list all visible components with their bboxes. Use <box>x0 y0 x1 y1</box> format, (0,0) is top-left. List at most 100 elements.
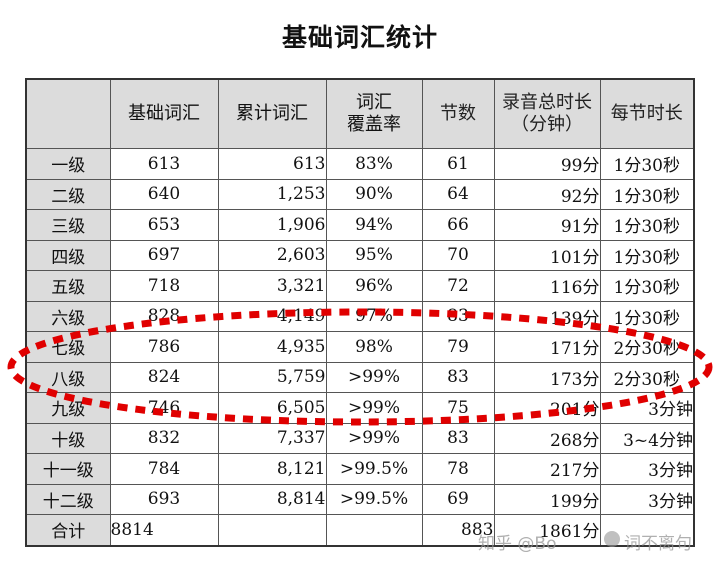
table-row: 十级 832 7,337 >99% 83 268分 3~4分钟 <box>25 422 695 454</box>
cumulative-cell: 4,935 <box>217 331 327 363</box>
table-row: 四级 697 2,603 95% 70 101分 1分30秒 <box>25 239 695 271</box>
cumulative-cell: 8,121 <box>217 453 327 485</box>
cumulative-cell: 3,321 <box>217 270 327 302</box>
cumulative-cell: 6,505 <box>217 392 327 424</box>
base-cell: 640 <box>109 178 219 210</box>
sections-cell: 61 <box>421 148 495 180</box>
level-cell: 四级 <box>25 239 111 271</box>
duration-cell: 99分 <box>493 148 601 180</box>
coverage-cell: >99% <box>325 361 423 393</box>
level-cell: 十级 <box>25 422 111 454</box>
cumulative-cell: 7,337 <box>217 422 327 454</box>
header-base-vocab: 基础词汇 <box>109 78 219 149</box>
header-corner <box>25 78 111 149</box>
duration-cell: 268分 <box>493 422 601 454</box>
header-row: 基础词汇 累计词汇 词汇 覆盖率 节数 录音总时长 （分钟） 每节时长 <box>25 78 695 149</box>
coverage-cell: >99.5% <box>325 483 423 515</box>
level-cell: 一级 <box>25 148 111 180</box>
header-cumulative-vocab: 累计词汇 <box>217 78 327 149</box>
base-cell: 832 <box>109 422 219 454</box>
coverage-cell: >99% <box>325 422 423 454</box>
total-row: 合计 8814 883 1861分 <box>25 514 695 546</box>
cumulative-cell: 613 <box>217 148 327 180</box>
coverage-cell: 97% <box>325 300 423 332</box>
level-cell: 六级 <box>25 300 111 332</box>
base-cell: 693 <box>109 483 219 515</box>
per-section-cell: 2分30秒 <box>599 331 695 363</box>
level-cell: 八级 <box>25 361 111 393</box>
sections-cell: 83 <box>421 361 495 393</box>
header-sections: 节数 <box>421 78 495 149</box>
sections-cell: 66 <box>421 209 495 241</box>
header-per-section: 每节时长 <box>599 78 695 149</box>
table-row: 三级 653 1,906 94% 66 91分 1分30秒 <box>25 209 695 241</box>
level-cell: 十二级 <box>25 483 111 515</box>
per-section-cell: 3分钟 <box>599 483 695 515</box>
table-row: 九级 746 6,505 >99% 75 201分 3分钟 <box>25 392 695 424</box>
sections-cell: 70 <box>421 239 495 271</box>
table-row: 十一级 784 8,121 >99.5% 78 217分 3分钟 <box>25 453 695 485</box>
table-row: 一级 613 613 83% 61 99分 1分30秒 <box>25 148 695 180</box>
per-section-cell: 3分钟 <box>599 453 695 485</box>
coverage-cell <box>325 514 423 546</box>
duration-cell: 171分 <box>493 331 601 363</box>
level-cell: 九级 <box>25 392 111 424</box>
per-section-cell: 2分30秒 <box>599 361 695 393</box>
coverage-cell: 94% <box>325 209 423 241</box>
table-row: 六级 828 4,149 97% 83 139分 1分30秒 <box>25 300 695 332</box>
cumulative-cell: 1,253 <box>217 178 327 210</box>
coverage-cell: >99% <box>325 392 423 424</box>
level-cell: 七级 <box>25 331 111 363</box>
table-title: 基础词汇统计 <box>281 23 438 52</box>
watermark-name: 词不离句 <box>624 534 692 554</box>
duration-cell: 92分 <box>493 178 601 210</box>
base-cell: 718 <box>109 270 219 302</box>
header-coverage-text: 词汇 覆盖率 <box>347 92 401 135</box>
duration-cell: 91分 <box>493 209 601 241</box>
per-section-cell <box>599 514 695 546</box>
cumulative-cell: 4,149 <box>217 300 327 332</box>
duration-cell: 201分 <box>493 392 601 424</box>
level-cell: 合计 <box>25 514 111 546</box>
base-cell: 784 <box>109 453 219 485</box>
sections-cell: 69 <box>421 483 495 515</box>
base-cell: 653 <box>109 209 219 241</box>
sections-cell: 72 <box>421 270 495 302</box>
per-section-cell: 1分30秒 <box>599 148 695 180</box>
sections-cell: 83 <box>421 422 495 454</box>
cumulative-cell <box>217 514 327 546</box>
vocabulary-stats-table: 基础词汇 累计词汇 词汇 覆盖率 节数 录音总时长 （分钟） 每节时长 一级 6… <box>25 78 695 547</box>
per-section-cell: 1分30秒 <box>599 178 695 210</box>
coverage-cell: >99.5% <box>325 453 423 485</box>
base-cell: 8814 <box>109 514 219 546</box>
header-duration: 录音总时长 （分钟） <box>493 78 601 149</box>
duration-cell: 199分 <box>493 483 601 515</box>
header-coverage: 词汇 覆盖率 <box>325 78 423 149</box>
base-cell: 697 <box>109 239 219 271</box>
table-row: 五级 718 3,321 96% 72 116分 1分30秒 <box>25 270 695 302</box>
base-cell: 824 <box>109 361 219 393</box>
duration-cell: 173分 <box>493 361 601 393</box>
per-section-cell: 1分30秒 <box>599 270 695 302</box>
per-section-cell: 3分钟 <box>599 392 695 424</box>
cumulative-cell: 8,814 <box>217 483 327 515</box>
base-cell: 828 <box>109 300 219 332</box>
per-section-cell: 3~4分钟 <box>599 422 695 454</box>
wechat-icon <box>604 531 620 547</box>
cumulative-cell: 2,603 <box>217 239 327 271</box>
level-cell: 三级 <box>25 209 111 241</box>
per-section-cell: 1分30秒 <box>599 300 695 332</box>
level-cell: 十一级 <box>25 453 111 485</box>
base-cell: 786 <box>109 331 219 363</box>
coverage-cell: 96% <box>325 270 423 302</box>
sections-cell: 83 <box>421 300 495 332</box>
watermark-text: 知乎 @Bo <box>478 534 557 554</box>
sections-cell: 78 <box>421 453 495 485</box>
duration-cell: 116分 <box>493 270 601 302</box>
base-cell: 746 <box>109 392 219 424</box>
level-cell: 五级 <box>25 270 111 302</box>
duration-cell: 139分 <box>493 300 601 332</box>
sections-cell: 64 <box>421 178 495 210</box>
coverage-cell: 83% <box>325 148 423 180</box>
table-row: 八级 824 5,759 >99% 83 173分 2分30秒 <box>25 361 695 393</box>
